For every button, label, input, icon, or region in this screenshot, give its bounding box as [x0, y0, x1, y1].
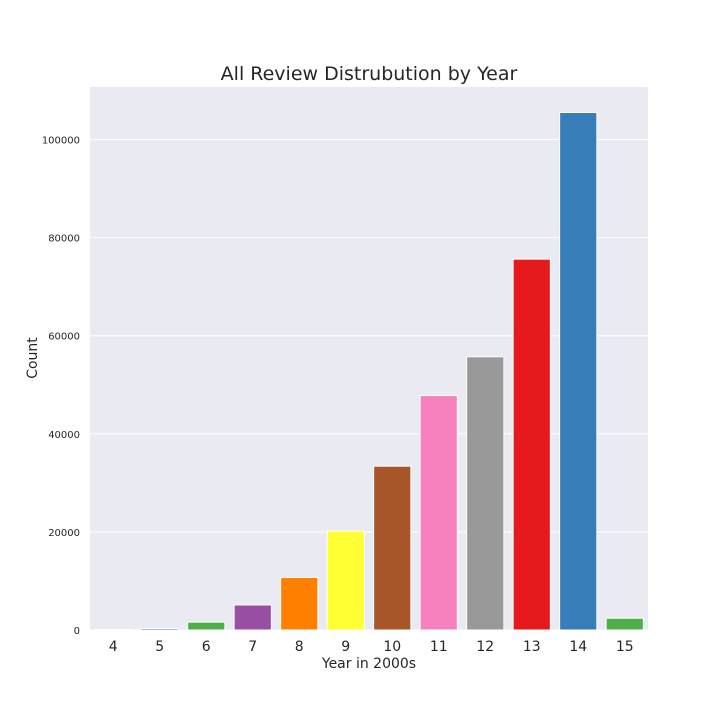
x-tick-label: 5 — [155, 639, 164, 655]
bar-8 — [280, 577, 319, 631]
bar-14 — [559, 112, 598, 631]
y-tick-label: 100000 — [42, 135, 80, 146]
x-tick-label: 9 — [341, 639, 350, 655]
bar-15 — [605, 617, 644, 631]
x-tick-label: 8 — [295, 639, 304, 655]
x-tick-label: 15 — [616, 639, 634, 655]
x-tick-label: 4 — [109, 639, 118, 655]
y-tick-label: 80000 — [48, 234, 80, 245]
x-tick-label: 13 — [523, 639, 541, 655]
x-axis-label: Year in 2000s — [321, 656, 416, 672]
y-axis-label: Count — [25, 337, 41, 379]
bar-9 — [326, 530, 365, 631]
bar-6 — [187, 621, 226, 631]
bar-10 — [373, 465, 412, 631]
bar-11 — [419, 395, 458, 631]
bar-7 — [233, 604, 272, 631]
x-tick-label: 14 — [569, 639, 587, 655]
x-tick-label: 6 — [202, 639, 211, 655]
x-tick-label: 12 — [476, 639, 494, 655]
bar-4 — [94, 629, 133, 631]
bar-5 — [140, 628, 179, 631]
x-tick-label: 7 — [248, 639, 257, 655]
plot-area — [90, 87, 648, 630]
bar-12 — [466, 356, 505, 631]
bar-13 — [512, 258, 551, 631]
chart-title: All Review Distrubution by Year — [221, 63, 518, 85]
y-tick-label: 40000 — [48, 430, 80, 441]
bars — [94, 112, 644, 631]
x-tick-label: 10 — [383, 639, 401, 655]
x-tick-labels: 4 5 6 7 8 9 10 11 12 13 14 15 — [109, 639, 634, 655]
y-tick-label: 0 — [74, 626, 80, 637]
gridlines — [90, 138, 648, 631]
x-tick-label: 11 — [430, 639, 448, 655]
y-tick-label: 20000 — [48, 528, 80, 539]
y-tick-labels: 0 20000 40000 60000 80000 100000 — [42, 135, 80, 637]
y-tick-label: 60000 — [48, 332, 80, 343]
